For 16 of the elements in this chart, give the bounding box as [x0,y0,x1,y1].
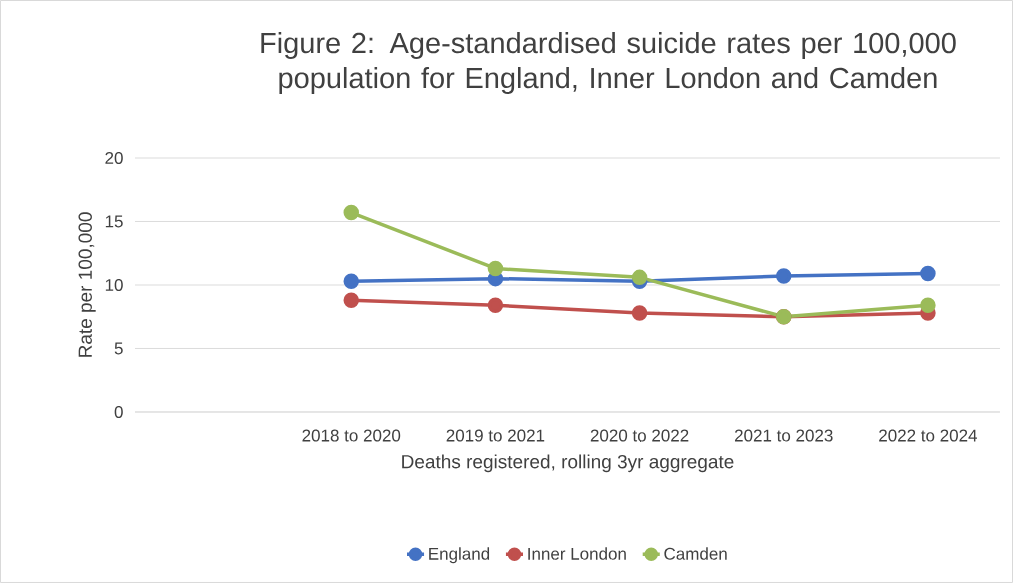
y-tick-label: 5 [114,342,123,355]
y-axis-title: Rate per 100,000 [78,212,96,357]
y-tick-label: 20 [105,151,123,165]
x-tick-label: 2019 to 2021 [446,429,545,442]
legend-label: Inner London [528,547,626,560]
y-tick-label: 15 [105,215,123,228]
x-tick-label: 2021 to 2023 [734,429,833,442]
chart-title: Figure 2: Age-standardised suicide rates per 100,000 population for England, Inner London and Camden [261,31,956,95]
y-tick-label: 10 [105,278,123,292]
legend-label: England [429,547,490,564]
y-tick-label: 0 [114,405,123,419]
x-tick-label: 2020 to 2022 [590,429,689,442]
x-tick-label: 2022 to 2024 [879,429,978,442]
legend-label: Camden [664,547,727,560]
x-tick-label: 2018 to 2020 [302,429,401,442]
x-axis-title: Deaths registered, rolling 3yr aggregate [402,454,734,473]
